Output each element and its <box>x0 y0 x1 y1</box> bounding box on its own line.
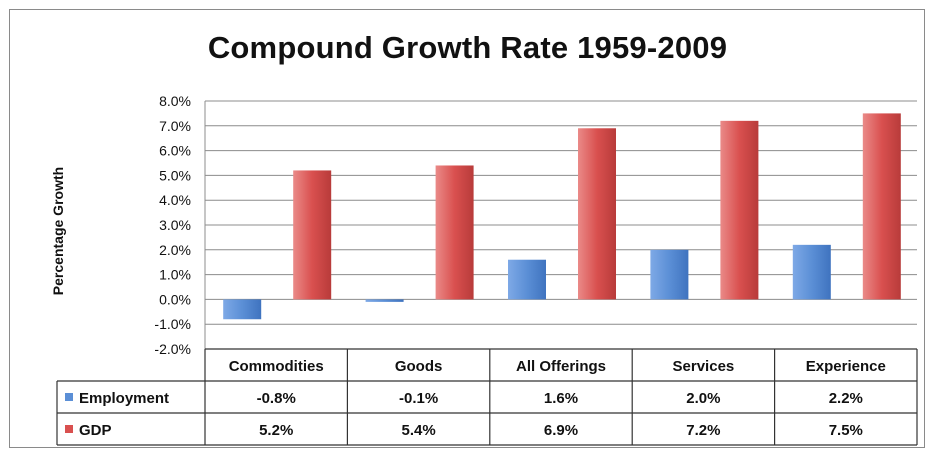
bar-gdp-services <box>720 120 759 300</box>
y-tick-label: 1.0% <box>159 267 191 283</box>
data-table-cell: 5.4% <box>401 422 435 439</box>
data-table-cell: -0.1% <box>399 390 438 407</box>
chart-title: Compound Growth Rate 1959-2009 <box>207 30 728 65</box>
legend-label-employment: Employment <box>79 390 169 407</box>
data-table-cell: 2.2% <box>829 390 863 407</box>
y-tick-label: 7.0% <box>159 118 191 134</box>
category-label: All Offerings <box>516 358 606 375</box>
y-tick-label: 3.0% <box>159 217 191 233</box>
bar-gdp-commodities <box>293 170 332 300</box>
y-tick-label: 4.0% <box>159 192 191 208</box>
legend-label-gdp: GDP <box>79 422 112 439</box>
category-label: Services <box>673 358 735 375</box>
bar-employment-goods <box>365 299 404 302</box>
data-table-cell: 7.2% <box>686 422 720 439</box>
y-tick-label: 2.0% <box>159 242 191 258</box>
y-tick-label: 8.0% <box>159 93 191 109</box>
category-label: Goods <box>395 358 443 375</box>
y-tick-label: -2.0% <box>154 341 191 357</box>
y-tick-label: 5.0% <box>159 167 191 183</box>
data-table-cell: 1.6% <box>544 390 578 407</box>
bar-employment-services <box>650 249 689 300</box>
legend-swatch-gdp <box>65 425 73 433</box>
data-table-cell: 7.5% <box>829 422 863 439</box>
y-tick-label: -1.0% <box>154 316 191 332</box>
legend-swatch-employment <box>65 393 73 401</box>
bar-employment-all-offerings <box>508 259 546 300</box>
bar-gdp-goods <box>435 165 474 300</box>
data-table-cell: -0.8% <box>257 390 296 407</box>
y-tick-label: 6.0% <box>159 143 191 159</box>
data-table-cell: 6.9% <box>544 422 578 439</box>
data-table-cell: 2.0% <box>686 390 720 407</box>
bar-employment-commodities <box>223 299 262 320</box>
category-label: Experience <box>806 358 886 375</box>
category-label: Commodities <box>229 358 324 375</box>
bar-gdp-experience <box>862 113 901 300</box>
bar-employment-experience <box>792 244 831 300</box>
y-tick-label: 0.0% <box>159 291 191 307</box>
bar-gdp-all-offerings <box>578 128 616 300</box>
data-table-cell: 5.2% <box>259 422 293 439</box>
